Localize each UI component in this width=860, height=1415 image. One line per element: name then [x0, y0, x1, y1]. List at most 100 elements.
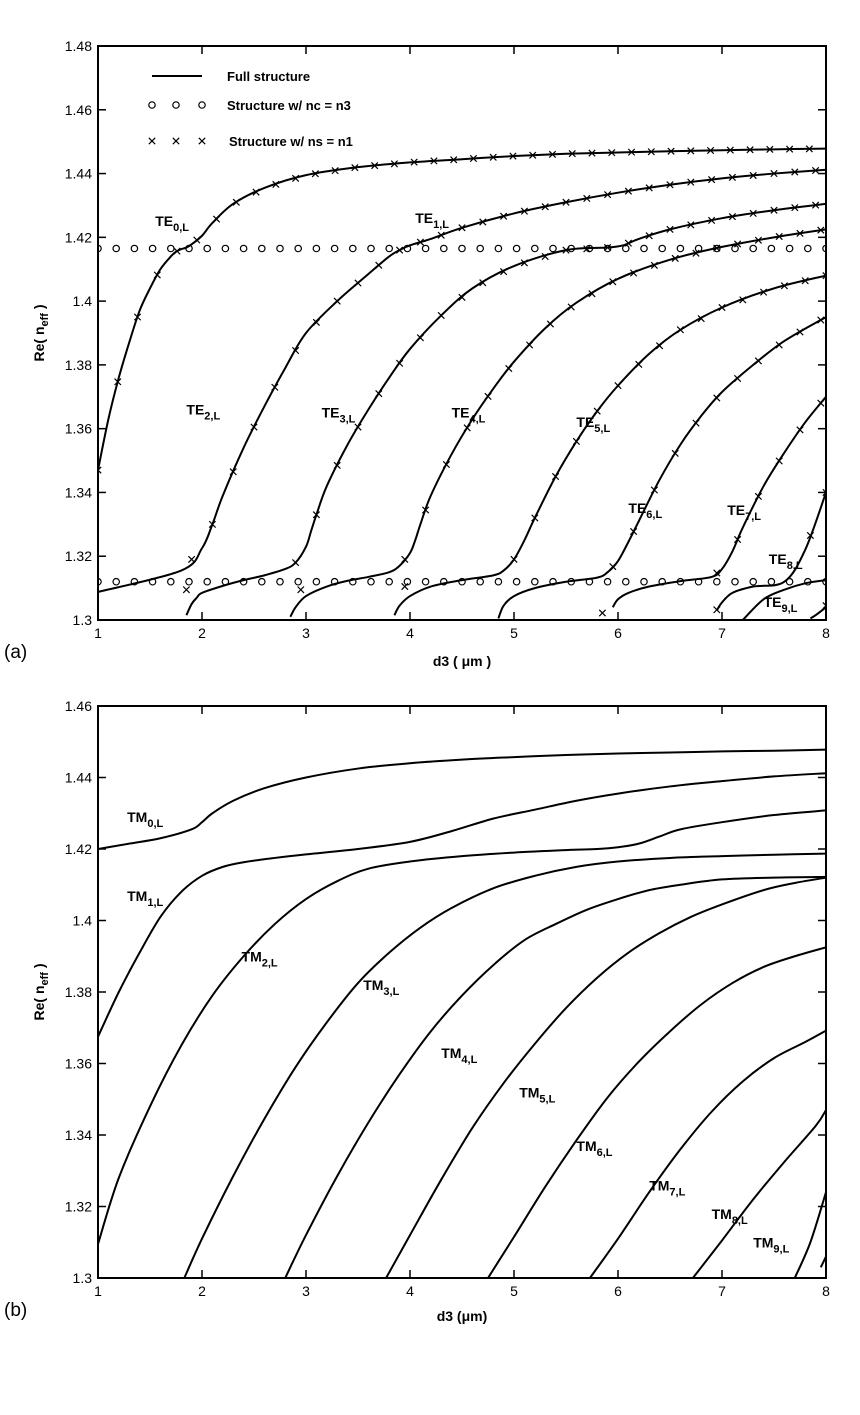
cross-marker	[525, 341, 534, 349]
mode-curve	[98, 168, 826, 593]
cross-marker	[153, 271, 161, 279]
cross-marker	[775, 341, 783, 349]
cross-marker	[796, 229, 804, 237]
y-tick-label: 1.42	[65, 229, 92, 245]
circle-marker	[512, 244, 521, 253]
circle-markers	[98, 244, 826, 586]
y-tick-label: 1.44	[65, 770, 92, 786]
circle-marker	[567, 577, 576, 586]
cross-marker	[499, 212, 508, 220]
cross-marker	[297, 586, 305, 594]
cross-marker	[172, 137, 180, 145]
mode-label: TE2,L	[186, 401, 220, 422]
y-axis-title-main: Re( n	[31, 327, 47, 362]
cross-marker	[645, 184, 653, 192]
mode-curve	[385, 876, 826, 1278]
cross-marker	[562, 246, 570, 254]
mode-curve	[793, 1191, 826, 1278]
cross-marker	[489, 153, 497, 161]
mode-curve	[183, 852, 826, 1278]
cross-marker	[822, 602, 826, 610]
cross-marker	[726, 146, 734, 154]
cross-marker	[609, 562, 617, 571]
circle-marker	[367, 244, 375, 253]
circle-marker	[98, 577, 102, 586]
cross-marker	[746, 146, 754, 154]
circle-marker	[767, 244, 776, 253]
cross-marker	[333, 297, 341, 305]
cross-marker	[421, 506, 430, 514]
x-tick-label: 2	[198, 1283, 206, 1299]
cross-marker	[692, 249, 700, 257]
mode-label-sub: 1,L	[147, 897, 163, 909]
y-tick-label: 1.46	[65, 102, 92, 118]
mode-label-base: TE	[576, 414, 594, 430]
mode-label: TM0,L	[127, 809, 163, 830]
cross-marker	[229, 468, 237, 476]
cross-marker	[796, 328, 804, 336]
mode-label-sub: 6,L	[597, 1147, 613, 1159]
cross-marker	[395, 246, 404, 254]
cross-marker	[707, 175, 716, 184]
cross-marker	[713, 394, 721, 402]
cross-marker	[430, 157, 438, 165]
cross-marker	[780, 282, 789, 290]
cross-marker	[458, 224, 466, 232]
panel-tag: (a)	[4, 642, 27, 663]
x-tick-label: 6	[614, 1283, 622, 1299]
curves	[98, 147, 826, 620]
mode-label: TM3,L	[363, 977, 399, 998]
cross-marker	[469, 154, 478, 163]
circle-marker	[348, 577, 357, 586]
cross-marker	[647, 148, 655, 156]
cross-marker	[624, 187, 633, 195]
cross-marker	[676, 326, 685, 334]
cross-marker	[520, 207, 529, 215]
cross-marker	[801, 277, 809, 285]
mode-curve	[98, 147, 826, 471]
cross-marker	[608, 149, 616, 157]
cross-marker	[728, 212, 737, 221]
cross-marker	[410, 158, 418, 166]
mode-label-base: TM	[519, 1084, 539, 1100]
cross-marker	[562, 198, 570, 206]
cross-marker	[817, 226, 825, 234]
circle-marker	[98, 244, 102, 253]
mode-label-base: TM	[753, 1235, 773, 1251]
circle-marker	[676, 577, 685, 586]
circle-marker	[276, 577, 284, 586]
panel-tag: (b)	[4, 1300, 27, 1321]
y-tick-label: 1.4	[73, 293, 93, 309]
mode-curve	[809, 606, 826, 620]
cross-marker	[133, 313, 142, 321]
cross-marker	[312, 511, 321, 519]
mode-label-sub: 8,L	[732, 1215, 748, 1227]
cross-marker	[593, 407, 601, 415]
y-axis-title-sub: eff	[39, 972, 51, 986]
cross-marker	[529, 151, 537, 159]
circle-marker	[803, 577, 812, 586]
circle-marker	[822, 577, 826, 586]
circle-marker	[294, 577, 303, 586]
cross-marker	[775, 457, 783, 465]
mode-label: TM6,L	[576, 1138, 612, 1159]
cross-marker	[531, 514, 539, 522]
circle-marker	[640, 244, 648, 253]
cross-marker	[375, 261, 383, 269]
mode-label-base: TM	[127, 809, 147, 825]
circle-marker	[312, 244, 321, 253]
circle-marker	[385, 244, 394, 253]
cross-marker	[331, 167, 339, 175]
cross-marker	[212, 215, 221, 223]
mode-label-base: TM	[363, 977, 383, 993]
circle-marker	[148, 577, 157, 586]
circle-marker	[712, 577, 721, 586]
cross-marker	[692, 419, 700, 427]
circle-marker	[112, 577, 121, 586]
cross-marker	[583, 245, 591, 253]
cross-marker	[572, 437, 581, 446]
y-tick-label: 1.3	[73, 1270, 93, 1286]
cross-marker	[817, 316, 825, 324]
cross-marker	[791, 168, 799, 176]
mode-label: TM8,L	[712, 1206, 748, 1227]
